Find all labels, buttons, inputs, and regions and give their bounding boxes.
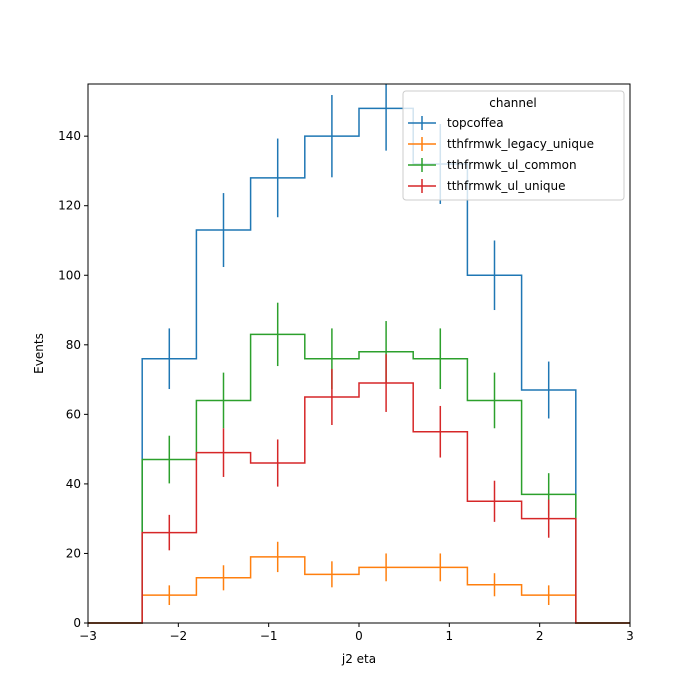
y-tick-label: 20 xyxy=(66,546,81,560)
legend-entry-tthfrmwk_ul_common: tthfrmwk_ul_common xyxy=(408,158,577,172)
series-step-line xyxy=(88,556,630,624)
series-step-line xyxy=(88,382,630,624)
y-tick-label: 120 xyxy=(58,199,81,213)
x-tick-label: −1 xyxy=(260,629,278,643)
legend-entry-label: tthfrmwk_ul_common xyxy=(447,158,577,172)
axes-ticks: −3 −2 −1 0 1 2 3 0 20 40 60 80 100 120 140 xyxy=(58,129,634,643)
y-tick-label: 140 xyxy=(58,129,81,143)
series-tthfrmwk_ul_unique xyxy=(88,354,630,624)
x-tick-label: −3 xyxy=(79,629,97,643)
series-step-line xyxy=(88,107,630,624)
legend-title: channel xyxy=(489,96,536,110)
series-step-line xyxy=(88,333,630,624)
legend: channel topcoffea tthfrmwk_legacy_uniquet… xyxy=(402,90,625,201)
plot-area xyxy=(88,84,630,624)
x-tick-label: 0 xyxy=(355,629,363,643)
y-tick-label: 80 xyxy=(66,338,81,352)
x-axis-label: j2 eta xyxy=(341,652,376,666)
x-tick-label: −2 xyxy=(169,629,187,643)
x-tick-label: 2 xyxy=(536,629,544,643)
legend-entry-tthfrmwk_legacy_unique: tthfrmwk_legacy_unique xyxy=(408,137,594,151)
legend-entry-label: tthfrmwk_ul_unique xyxy=(447,179,566,193)
y-tick-label: 60 xyxy=(66,407,81,421)
legend-box xyxy=(402,90,625,201)
y-tick-label: 40 xyxy=(66,477,81,491)
legend-entry-topcoffea: topcoffea xyxy=(408,116,504,130)
y-tick-label: 100 xyxy=(58,268,81,282)
legend-entry-label: tthfrmwk_legacy_unique xyxy=(447,137,594,151)
y-tick-label: 0 xyxy=(73,616,81,630)
x-tick-label: 1 xyxy=(446,629,454,643)
legend-entry-label: topcoffea xyxy=(447,116,504,130)
x-tick-label: 3 xyxy=(626,629,634,643)
series-tthfrmwk_legacy_unique xyxy=(88,541,630,624)
y-axis-label: Events xyxy=(32,333,46,374)
legend-entry-tthfrmwk_ul_unique: tthfrmwk_ul_unique xyxy=(408,179,566,193)
